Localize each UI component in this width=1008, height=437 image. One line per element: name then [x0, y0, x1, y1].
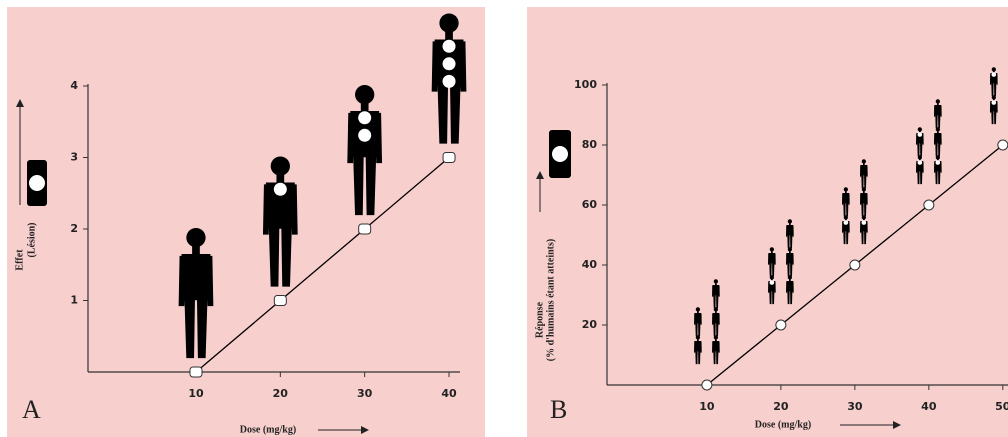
legend-icon-b — [549, 130, 571, 178]
y-tick-label: 80 — [582, 138, 598, 151]
x-tick-label: 40 — [921, 400, 937, 413]
data-line — [195, 157, 450, 373]
y-tick-label: 20 — [582, 318, 598, 331]
panel-a-background — [7, 7, 485, 437]
lesion-dot — [843, 220, 849, 225]
data-point — [849, 259, 861, 271]
data-point — [775, 319, 787, 331]
x-tick-label: 30 — [847, 400, 863, 413]
x-tick-label: 50 — [995, 400, 1008, 413]
lesion-dot — [935, 160, 941, 165]
panel-b-background — [527, 7, 1008, 437]
y-tick-label: 4 — [70, 79, 78, 92]
lesion-dot — [442, 57, 456, 71]
x-tick-label: 10 — [699, 400, 715, 413]
data-point — [442, 152, 456, 163]
lesion-dot — [273, 182, 287, 196]
lesion-dot — [991, 100, 997, 105]
lesion-dot — [358, 128, 372, 142]
lesion-dot — [917, 160, 923, 165]
x-tick-label: 20 — [273, 387, 289, 400]
lesion-dot — [442, 39, 456, 53]
x-axis-label: Dose (mg/kg) — [240, 424, 296, 435]
y-tick-label: 1 — [70, 294, 78, 307]
x-tick-label: 20 — [773, 400, 789, 413]
legend-icon-a — [27, 160, 47, 206]
y-tick-label: 60 — [582, 198, 598, 211]
lesion-dot — [917, 132, 923, 137]
lesion-dot — [769, 280, 775, 285]
y-axis-label: Effet — [14, 249, 25, 271]
panel-label: B — [550, 395, 567, 424]
lesion-dot — [442, 74, 456, 88]
y-axis-label: Réponse — [534, 301, 545, 338]
lesion-dot — [991, 72, 997, 77]
y-tick-label: 3 — [70, 151, 78, 164]
y-tick-label: 2 — [70, 222, 78, 235]
data-point — [273, 295, 287, 306]
y-axis-label-2: (% d'humains étant atteints) — [545, 239, 556, 362]
lesion-dot — [861, 220, 867, 225]
data-point — [358, 223, 372, 235]
y-tick-label: 40 — [582, 258, 598, 271]
panel-label: A — [22, 395, 41, 424]
data-point — [997, 139, 1008, 151]
data-point — [923, 199, 935, 211]
x-tick-label: 10 — [188, 387, 204, 400]
y-tick-label: 100 — [574, 78, 597, 91]
data-point — [701, 379, 713, 391]
x-tick-label: 40 — [441, 387, 457, 400]
data-point — [189, 366, 203, 378]
x-axis-label: Dose (mg/kg) — [755, 419, 811, 430]
lesion-dot — [358, 111, 372, 125]
x-tick-label: 30 — [357, 387, 373, 400]
y-axis-label-2: (Lésion) — [26, 223, 37, 258]
